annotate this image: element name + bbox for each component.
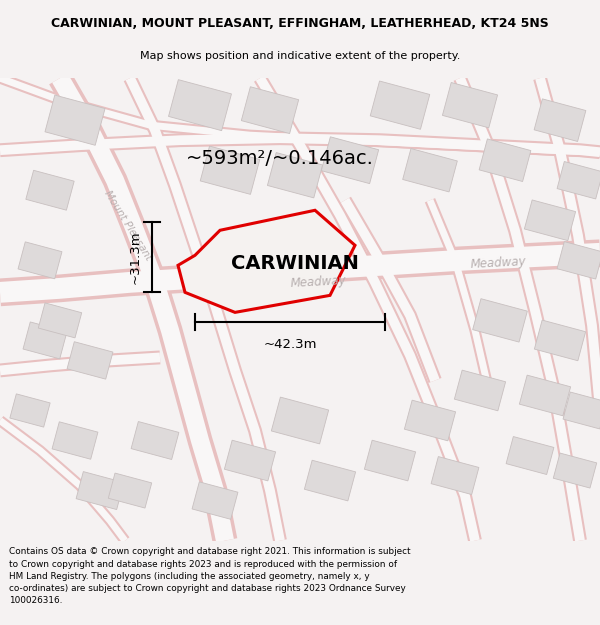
Polygon shape <box>268 152 323 198</box>
Polygon shape <box>271 397 329 444</box>
Polygon shape <box>506 436 554 474</box>
Polygon shape <box>520 375 571 416</box>
Polygon shape <box>370 81 430 129</box>
Polygon shape <box>45 95 105 145</box>
Polygon shape <box>108 473 152 508</box>
Polygon shape <box>364 440 416 481</box>
Polygon shape <box>10 394 50 427</box>
Text: Map shows position and indicative extent of the property.: Map shows position and indicative extent… <box>140 51 460 61</box>
Polygon shape <box>553 453 597 488</box>
Polygon shape <box>404 400 455 441</box>
Polygon shape <box>23 322 67 359</box>
Text: CARWINIAN: CARWINIAN <box>231 254 359 273</box>
Text: Meadway: Meadway <box>470 256 526 271</box>
Polygon shape <box>304 460 356 501</box>
Text: Mount Pleasant: Mount Pleasant <box>103 189 154 262</box>
Text: Meadway: Meadway <box>290 274 346 290</box>
Polygon shape <box>563 392 600 429</box>
Polygon shape <box>241 87 299 134</box>
Polygon shape <box>557 161 600 199</box>
Polygon shape <box>169 79 232 131</box>
Polygon shape <box>557 242 600 279</box>
Polygon shape <box>224 440 275 481</box>
Polygon shape <box>473 299 527 342</box>
Polygon shape <box>192 482 238 519</box>
Polygon shape <box>479 139 531 181</box>
Text: Contains OS data © Crown copyright and database right 2021. This information is : Contains OS data © Crown copyright and d… <box>9 548 410 605</box>
Polygon shape <box>131 421 179 459</box>
Text: ~593m²/~0.146ac.: ~593m²/~0.146ac. <box>186 149 374 168</box>
Polygon shape <box>535 320 586 361</box>
Text: ~42.3m: ~42.3m <box>263 338 317 351</box>
Polygon shape <box>26 170 74 210</box>
Polygon shape <box>454 370 506 411</box>
Text: ~31.3m: ~31.3m <box>129 231 142 284</box>
Polygon shape <box>52 422 98 459</box>
Text: CARWINIAN, MOUNT PLEASANT, EFFINGHAM, LEATHERHEAD, KT24 5NS: CARWINIAN, MOUNT PLEASANT, EFFINGHAM, LE… <box>51 17 549 30</box>
Polygon shape <box>431 457 479 494</box>
Polygon shape <box>178 210 355 312</box>
Polygon shape <box>76 472 124 509</box>
Polygon shape <box>322 137 379 184</box>
Polygon shape <box>534 99 586 141</box>
Polygon shape <box>67 342 113 379</box>
Polygon shape <box>38 303 82 338</box>
Polygon shape <box>403 149 457 192</box>
Polygon shape <box>524 200 575 241</box>
Polygon shape <box>200 146 260 194</box>
Polygon shape <box>18 242 62 279</box>
Polygon shape <box>442 82 497 127</box>
